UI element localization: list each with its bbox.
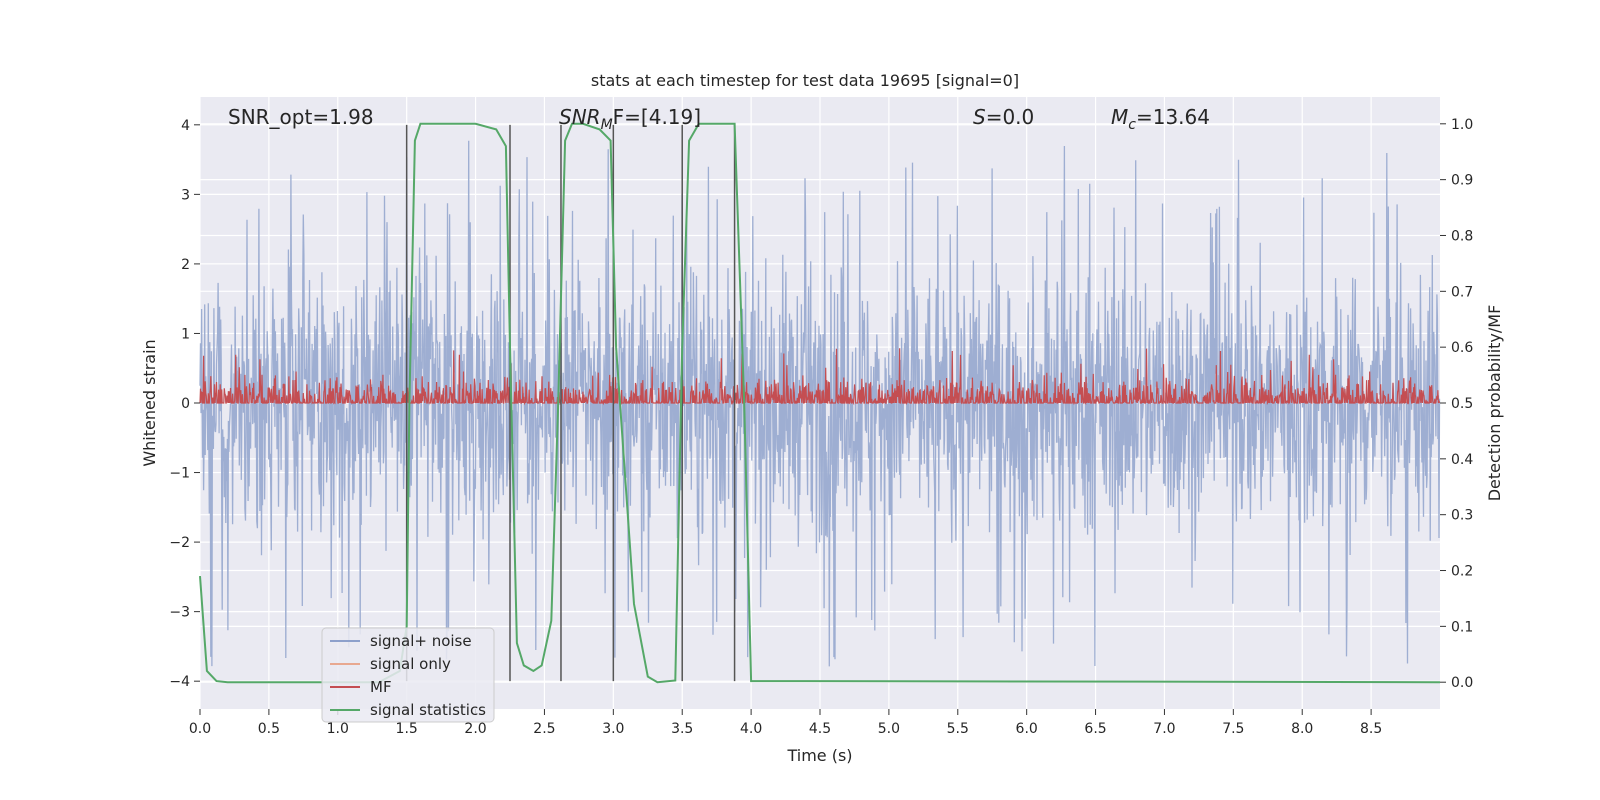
left-tick-label: −3: [169, 605, 190, 621]
x-tick-label: 6.5: [1084, 721, 1106, 737]
x-tick-label: 1.5: [396, 721, 418, 737]
x-tick-label: 3.0: [602, 721, 624, 737]
x-tick-label: 8.0: [1291, 721, 1313, 737]
x-axis-label: Time (s): [786, 746, 852, 765]
chart-title: stats at each timestep for test data 196…: [591, 71, 1019, 90]
x-tick-label: 5.0: [878, 721, 900, 737]
left-tick-label: 0: [181, 396, 190, 412]
x-tick-label: 7.5: [1222, 721, 1244, 737]
left-tick-label: −1: [169, 466, 190, 482]
x-tick-label: 4.0: [740, 721, 762, 737]
legend-label: signal statistics: [370, 701, 486, 719]
x-tick-label: 2.5: [533, 721, 555, 737]
x-tick-label: 7.0: [1153, 721, 1175, 737]
signal-statistics-series: [199, 122, 1441, 684]
right-tick-label: 0.9: [1451, 173, 1473, 189]
right-tick-label: 0.1: [1451, 619, 1473, 635]
left-tick-label: −2: [169, 535, 190, 551]
x-tick-label: 8.5: [1360, 721, 1382, 737]
left-tick-label: 3: [181, 187, 190, 203]
x-tick-label: 3.5: [671, 721, 693, 737]
s-annotation: S=0.0: [973, 105, 1034, 129]
right-tick-label: 0.2: [1451, 564, 1473, 580]
right-y-axis-label: Detection probability/MF: [1485, 305, 1504, 502]
x-tick-label: 6.0: [1016, 721, 1038, 737]
right-tick-label: 0.8: [1451, 228, 1473, 244]
vertical-markers: [405, 124, 736, 682]
x-tick-label: 5.5: [947, 721, 969, 737]
x-tick-label: 4.5: [809, 721, 831, 737]
left-tick-label: 4: [181, 118, 190, 134]
left-tick-label: −4: [169, 674, 190, 690]
left-tick-label: 1: [181, 326, 190, 342]
x-tick-label: 1.0: [327, 721, 349, 737]
right-tick-label: 0.5: [1451, 396, 1473, 412]
x-tick-label: 0.5: [258, 721, 280, 737]
legend: signal+ noise signal only MF signal statist…: [321, 627, 495, 723]
left-tick-label: 2: [181, 257, 190, 273]
right-tick-label: 1.0: [1451, 117, 1473, 133]
legend-label: MF: [370, 678, 392, 696]
signal-statistics-line: [199, 122, 1441, 684]
left-y-axis-label: Whitened strain: [140, 339, 159, 466]
snr-opt-annotation: SNR_opt=1.98: [228, 105, 374, 129]
right-tick-label: 0.7: [1451, 284, 1473, 300]
right-tick-label: 0.4: [1451, 452, 1473, 468]
legend-label: signal only: [370, 655, 451, 673]
x-tick-label: 2.0: [464, 721, 486, 737]
right-tick-label: 0.6: [1451, 340, 1473, 356]
x-axis: 0.0 0.5 1.0 1.5 2.0 2.5 3.0 3.5 4.0 4.5 5.0 5.5 6.0 6…: [189, 709, 1382, 737]
snr-mf-annotation: SNRMF=[4.19]: [559, 105, 701, 133]
mc-annotation: Mc=13.64: [1111, 105, 1210, 133]
right-tick-label: 0.3: [1451, 508, 1473, 524]
right-y-axis: 0.0 0.1 0.2 0.3 0.4 0.5 0.6 0.7 0.8 0.9 1.0: [1440, 117, 1473, 691]
left-y-axis: −4 −3 −2 −1 0 1 2 3 4: [169, 118, 200, 690]
right-tick-label: 0.0: [1451, 675, 1473, 691]
legend-box: [321, 627, 495, 723]
legend-label: signal+ noise: [370, 632, 472, 650]
x-tick-label: 0.0: [189, 721, 211, 737]
